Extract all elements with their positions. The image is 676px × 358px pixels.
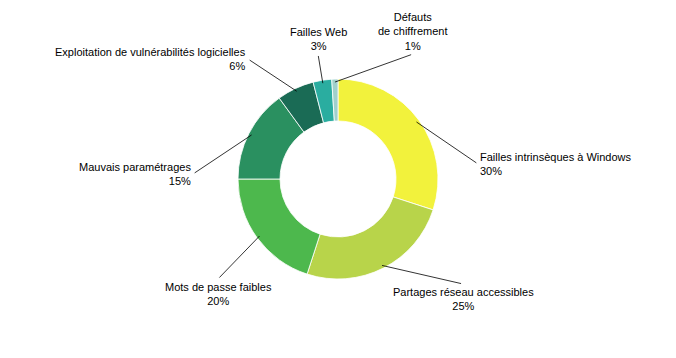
svg-text:Mauvais paramétrages15%: Mauvais paramétrages15% <box>79 161 191 187</box>
svg-text:Mots de passe faibles20%: Mots de passe faibles20% <box>165 281 272 307</box>
svg-text:Défautsde chiffrement1%: Défautsde chiffrement1% <box>378 11 448 52</box>
svg-text:Partages réseau accessibles25%: Partages réseau accessibles25% <box>393 286 534 312</box>
svg-text:Exploitation de vulnérabilités: Exploitation de vulnérabilités logiciell… <box>55 46 246 72</box>
svg-text:Failles intrinsèques à Windows: Failles intrinsèques à Windows30% <box>480 151 632 177</box>
svg-text:Failles Web3%: Failles Web3% <box>290 26 347 52</box>
